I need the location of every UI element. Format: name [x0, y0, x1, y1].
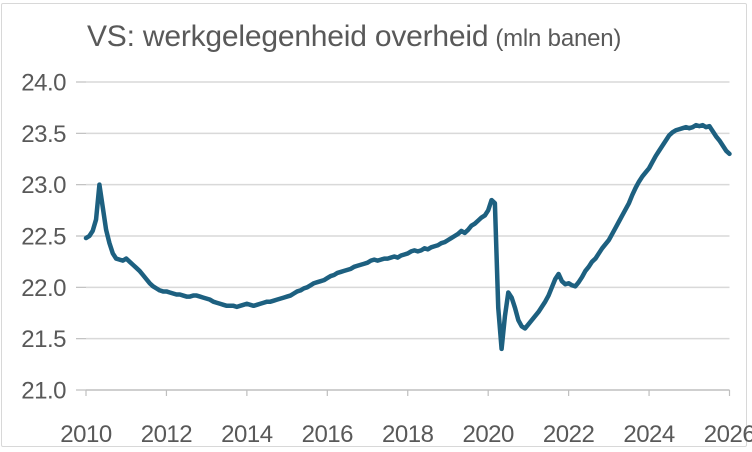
x-axis-labels: 2010 2012 2014 2016 2018 2020 2022 2024 2026 [60, 421, 752, 448]
x-axis-tick-label: 2012 [141, 421, 193, 448]
y-axis-tick-label: 22.0 [21, 275, 66, 302]
x-axis-tick-label: 2022 [543, 421, 595, 448]
y-axis-tick-label: 23.0 [21, 172, 66, 199]
axes [76, 81, 731, 396]
x-axis-tick-label: 2016 [302, 421, 354, 448]
y-axis-tick-label: 22.5 [21, 224, 66, 251]
chart-title-main: VS: werkgelegenheid overheid [87, 20, 489, 53]
series-lines [83, 122, 732, 352]
y-axis-tick-label: 21.5 [21, 326, 66, 353]
y-axis-tick-label: 24.0 [21, 70, 66, 97]
x-axis-tick-label: 2024 [623, 421, 675, 448]
y-axis-labels: 21.0 21.5 22.0 22.5 23.0 23.5 24.0 [21, 70, 66, 405]
chart-card [1, 3, 747, 447]
series-line-vs-werkgelegenheid-overheid [83, 122, 732, 352]
x-axis-tick-label: 2018 [382, 421, 434, 448]
x-axis-tick-label: 2020 [462, 421, 514, 448]
y-axis-tick-label: 21.0 [21, 378, 66, 405]
x-axis-tick-label: 2014 [221, 421, 273, 448]
chart-title-unit: (mln banen) [495, 25, 622, 52]
y-axis-tick-label: 23.5 [21, 121, 66, 148]
x-axis-tick-label: 2010 [60, 421, 112, 448]
gridlines [86, 81, 730, 340]
x-axis-tick-label: 2026 [704, 421, 752, 448]
chart-title: VS: werkgelegenheid overheid (mln banen) [87, 20, 621, 54]
